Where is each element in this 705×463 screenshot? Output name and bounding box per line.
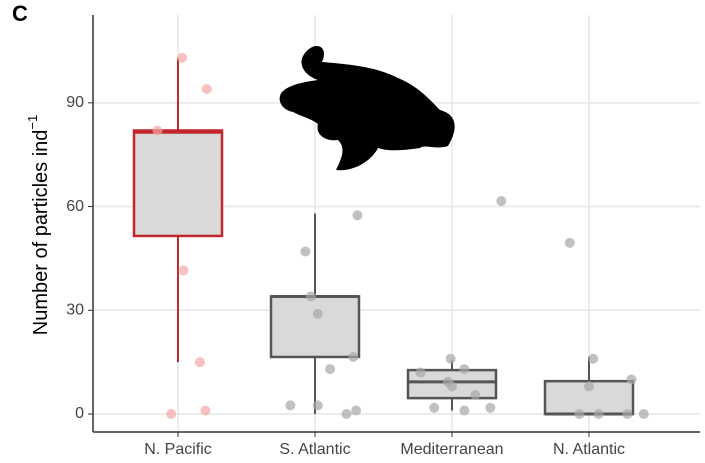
data-point [574, 409, 584, 419]
x-tick-label: N. Pacific [144, 441, 212, 458]
data-point [485, 403, 495, 413]
data-point [470, 390, 480, 400]
data-point [348, 352, 358, 362]
y-tick-label: 60 [66, 198, 84, 215]
data-point [313, 309, 323, 319]
x-tick-label: N. Atlantic [553, 441, 625, 458]
y-axis-title: Number of particles ind−1 [25, 115, 52, 335]
data-point [313, 400, 323, 410]
data-point [325, 364, 335, 374]
y-label: Number of particles ind [30, 130, 52, 336]
data-point [300, 247, 310, 257]
data-point [306, 291, 316, 301]
y-tick-label: 30 [66, 302, 84, 319]
y-label-sup: −1 [25, 115, 40, 130]
data-point [429, 403, 439, 413]
data-point [351, 406, 361, 416]
data-point [459, 364, 469, 374]
data-point [447, 381, 457, 391]
data-point [588, 354, 598, 364]
panel-label: C [12, 1, 28, 26]
data-point [626, 374, 636, 384]
data-point [202, 84, 212, 94]
data-point [200, 406, 210, 416]
data-point [565, 238, 575, 248]
box [271, 296, 359, 357]
data-point [594, 409, 604, 419]
data-point [496, 196, 506, 206]
data-point [195, 357, 205, 367]
data-point [639, 409, 649, 419]
chart: C 0 30 60 90 N. Pacific S. Atlantic Mediterran… [0, 0, 705, 463]
y-tick-label: 90 [66, 94, 84, 111]
x-tick-label: S. Atlantic [279, 441, 350, 458]
data-point [584, 381, 594, 391]
data-point [178, 266, 188, 276]
data-point [459, 406, 469, 416]
x-tick-label: Mediterranean [400, 441, 503, 458]
data-point [166, 409, 176, 419]
data-point [177, 53, 187, 63]
data-point [342, 409, 352, 419]
data-point [152, 125, 162, 135]
data-point [415, 368, 425, 378]
data-point [622, 409, 632, 419]
data-point [352, 210, 362, 220]
y-tick-label: 0 [75, 405, 84, 422]
data-point [285, 400, 295, 410]
data-point [446, 354, 456, 364]
box [134, 130, 222, 235]
